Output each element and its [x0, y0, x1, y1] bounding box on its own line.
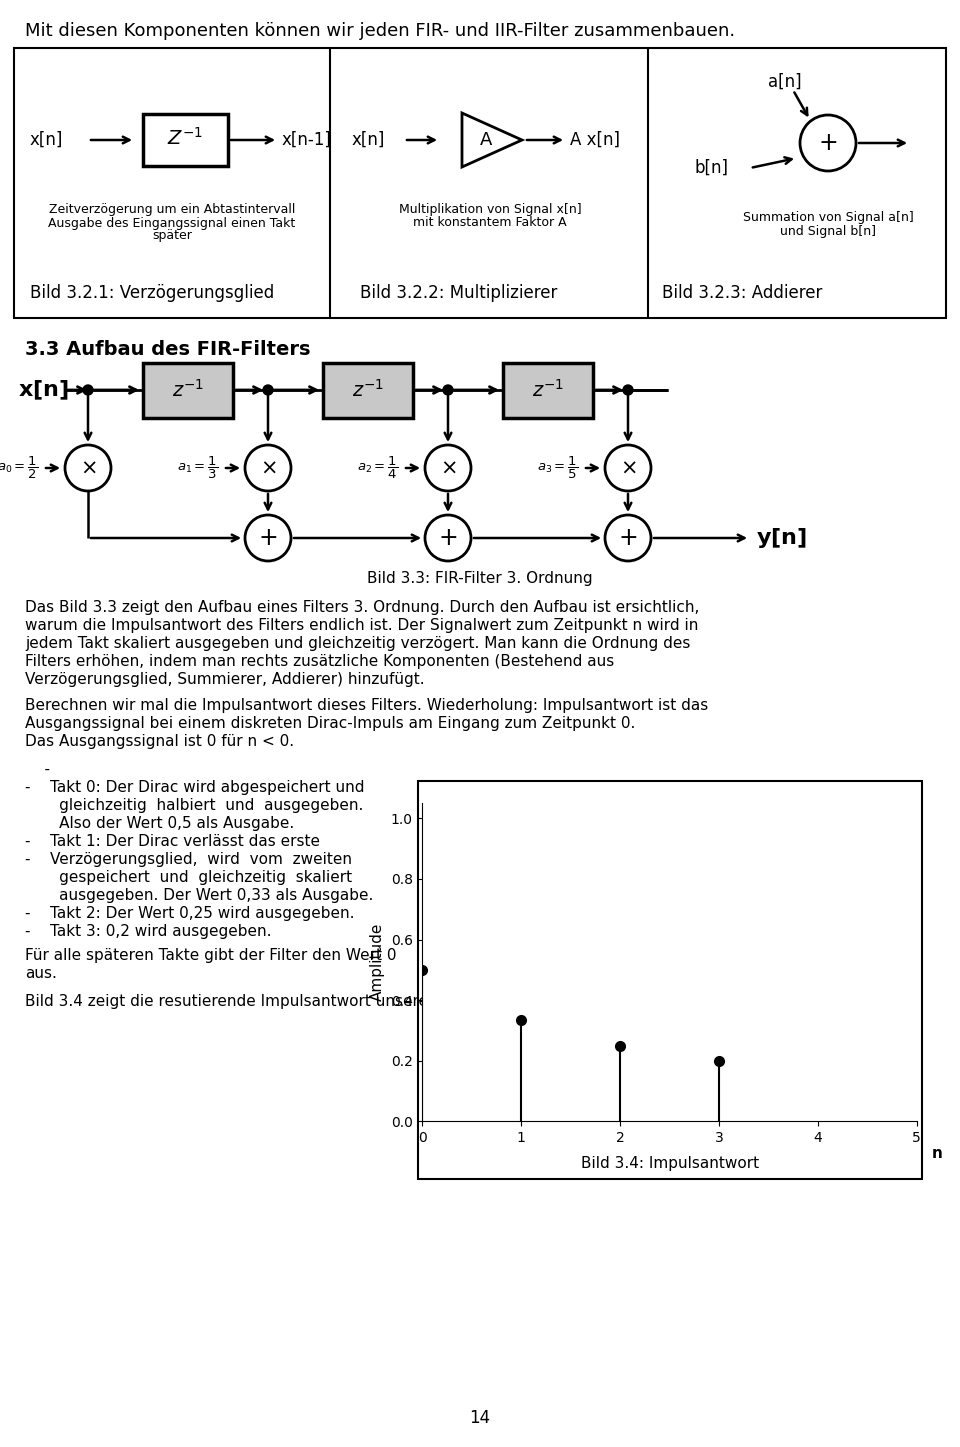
- Circle shape: [800, 114, 856, 171]
- Text: Zeitverzögerung um ein Abtastintervall: Zeitverzögerung um ein Abtastintervall: [49, 204, 295, 217]
- Text: x[n]: x[n]: [30, 132, 63, 149]
- Text: Ausgangssignal bei einem diskreten Dirac-Impuls am Eingang zum Zeitpunkt 0.: Ausgangssignal bei einem diskreten Dirac…: [25, 716, 636, 731]
- Text: warum die Impulsantwort des Filters endlich ist. Der Signalwert zum Zeitpunkt n : warum die Impulsantwort des Filters endl…: [25, 618, 698, 632]
- Text: $\times$: $\times$: [619, 459, 636, 478]
- Circle shape: [605, 515, 651, 561]
- Text: -    Takt 0: Der Dirac wird abgespeichert und: - Takt 0: Der Dirac wird abgespeichert u…: [25, 780, 365, 794]
- Circle shape: [65, 446, 111, 491]
- Text: $a_2 = \dfrac{1}{4}$: $a_2 = \dfrac{1}{4}$: [357, 454, 398, 480]
- Text: -: -: [25, 763, 50, 777]
- Text: x[n]: x[n]: [352, 132, 385, 149]
- Text: 14: 14: [469, 1409, 491, 1427]
- Text: $a_1 = \dfrac{1}{3}$: $a_1 = \dfrac{1}{3}$: [177, 454, 218, 480]
- Circle shape: [425, 515, 471, 561]
- Bar: [14, 48, 946, 318]
- Circle shape: [245, 446, 291, 491]
- Text: -    Takt 1: Der Dirac verlässt das erste: - Takt 1: Der Dirac verlässt das erste: [25, 833, 320, 849]
- Text: Multiplikation von Signal x[n]: Multiplikation von Signal x[n]: [398, 204, 582, 217]
- Polygon shape: [462, 113, 522, 166]
- Text: -    Takt 3: 0,2 wird ausgegeben.: - Takt 3: 0,2 wird ausgegeben.: [25, 925, 272, 939]
- Text: $\mathbf{y[n]}$: $\mathbf{y[n]}$: [756, 527, 807, 550]
- Bar: [142, 114, 228, 166]
- Text: mit konstantem Faktor A: mit konstantem Faktor A: [413, 217, 566, 230]
- Bar: [143, 363, 233, 418]
- Text: $z^{-1}$: $z^{-1}$: [352, 379, 384, 401]
- Text: $\times$: $\times$: [259, 459, 276, 478]
- Circle shape: [245, 515, 291, 561]
- Text: Berechnen wir mal die Impulsantwort dieses Filters. Wiederholung: Impulsantwort : Berechnen wir mal die Impulsantwort dies…: [25, 697, 708, 713]
- Text: Bild 3.2.2: Multiplizierer: Bild 3.2.2: Multiplizierer: [360, 284, 558, 302]
- Text: Das Ausgangssignal ist 0 für n < 0.: Das Ausgangssignal ist 0 für n < 0.: [25, 734, 294, 750]
- Text: Filters erhöhen, indem man rechts zusätzliche Komponenten (Bestehend aus: Filters erhöhen, indem man rechts zusätz…: [25, 654, 614, 669]
- Text: Bild 3.2.3: Addierer: Bild 3.2.3: Addierer: [662, 284, 823, 302]
- Text: Bild 3.2.1: Verzögerungsglied: Bild 3.2.1: Verzögerungsglied: [30, 284, 275, 302]
- Text: x[n-1]: x[n-1]: [282, 132, 332, 149]
- Text: Das Bild 3.3 zeigt den Aufbau eines Filters 3. Ordnung. Durch den Aufbau ist ers: Das Bild 3.3 zeigt den Aufbau eines Filt…: [25, 601, 700, 615]
- Circle shape: [83, 385, 93, 395]
- Text: Also der Wert 0,5 als Ausgabe.: Also der Wert 0,5 als Ausgabe.: [25, 816, 295, 831]
- Text: und Signal b[n]: und Signal b[n]: [780, 224, 876, 237]
- Text: gleichzeitig  halbiert  und  ausgegeben.: gleichzeitig halbiert und ausgegeben.: [25, 797, 364, 813]
- Text: ausgegeben. Der Wert 0,33 als Ausgabe.: ausgegeben. Der Wert 0,33 als Ausgabe.: [25, 888, 373, 903]
- Text: Ausgabe des Eingangssignal einen Takt: Ausgabe des Eingangssignal einen Takt: [48, 217, 296, 230]
- Text: +: +: [258, 527, 277, 550]
- Bar: [503, 363, 593, 418]
- Text: Mit diesen Komponenten können wir jeden FIR- und IIR-Filter zusammenbauen.: Mit diesen Komponenten können wir jeden …: [25, 22, 735, 41]
- Text: Für alle späteren Takte gibt der Filter den Wert 0: Für alle späteren Takte gibt der Filter …: [25, 948, 396, 964]
- Text: -    Verzögerungsglied,  wird  vom  zweiten: - Verzögerungsglied, wird vom zweiten: [25, 852, 352, 867]
- Text: Verzögerungsglied, Summierer, Addierer) hinzufügt.: Verzögerungsglied, Summierer, Addierer) …: [25, 671, 424, 687]
- Text: +: +: [618, 527, 637, 550]
- Text: -    Takt 2: Der Wert 0,25 wird ausgegeben.: - Takt 2: Der Wert 0,25 wird ausgegeben.: [25, 906, 354, 920]
- Text: gespeichert  und  gleichzeitig  skaliert: gespeichert und gleichzeitig skaliert: [25, 870, 352, 886]
- Text: $\times$: $\times$: [80, 459, 96, 478]
- Text: aus.: aus.: [25, 967, 57, 981]
- Text: A x[n]: A x[n]: [570, 132, 620, 149]
- Circle shape: [425, 446, 471, 491]
- Text: $\mathbf{x[n]}$: $\mathbf{x[n]}$: [18, 378, 69, 402]
- Text: 3.3 Aufbau des FIR-Filters: 3.3 Aufbau des FIR-Filters: [25, 340, 310, 359]
- Text: $a_3 = \dfrac{1}{5}$: $a_3 = \dfrac{1}{5}$: [537, 454, 578, 480]
- Text: Bild 3.4: Impulsantwort: Bild 3.4: Impulsantwort: [581, 1156, 758, 1171]
- Text: $z^{-1}$: $z^{-1}$: [532, 379, 564, 401]
- Text: +: +: [438, 527, 458, 550]
- Text: +: +: [818, 132, 838, 155]
- Text: Bild 3.3: FIR-Filter 3. Ordnung: Bild 3.3: FIR-Filter 3. Ordnung: [367, 570, 593, 586]
- Y-axis label: Amplitude: Amplitude: [371, 923, 385, 1001]
- Text: b[n]: b[n]: [695, 159, 729, 177]
- Circle shape: [263, 385, 273, 395]
- Text: Summation von Signal a[n]: Summation von Signal a[n]: [743, 211, 913, 224]
- Text: n: n: [931, 1146, 943, 1160]
- Text: Bild 3.4 zeigt die resutierende Impulsantwort unseres Beispiels aus Bild 3.3.: Bild 3.4 zeigt die resutierende Impulsan…: [25, 994, 609, 1009]
- Text: jedem Takt skaliert ausgegeben und gleichzeitig verzögert. Man kann die Ordnung : jedem Takt skaliert ausgegeben und gleic…: [25, 637, 690, 651]
- Text: $\times$: $\times$: [440, 459, 456, 478]
- Circle shape: [605, 446, 651, 491]
- Bar: [323, 363, 413, 418]
- Text: a[n]: a[n]: [768, 72, 802, 91]
- Text: $z^{-1}$: $z^{-1}$: [172, 379, 204, 401]
- Circle shape: [443, 385, 453, 395]
- Text: $Z^{-1}$: $Z^{-1}$: [167, 127, 203, 149]
- Text: $a_0 = \dfrac{1}{2}$: $a_0 = \dfrac{1}{2}$: [0, 454, 38, 480]
- Text: später: später: [152, 230, 192, 243]
- Circle shape: [623, 385, 633, 395]
- Text: A: A: [480, 132, 492, 149]
